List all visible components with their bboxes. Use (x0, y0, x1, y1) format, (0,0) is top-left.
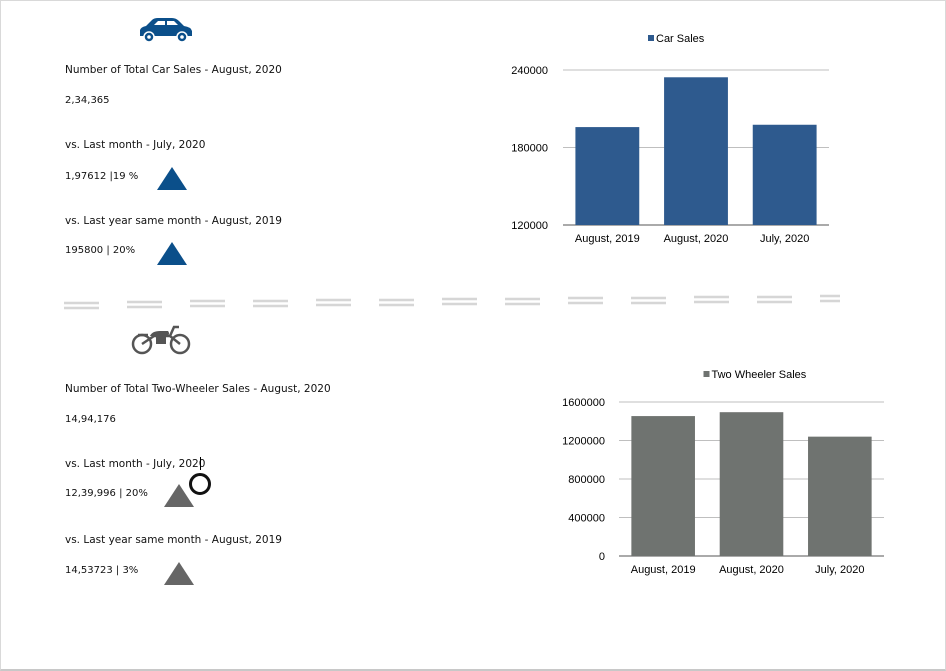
motorcycle-icon (131, 325, 191, 355)
two-wheeler-vs-last-month-label: vs. Last month - July, 2020 (65, 458, 206, 470)
car-vs-last-year-value: 195800 | 20% (65, 245, 136, 256)
two-wheeler-sales-total: 14,94,176 (65, 414, 116, 425)
text-cursor (200, 457, 201, 470)
two-wheeler-sales-title: Number of Total Two-Wheeler Sales - Augu… (65, 383, 331, 395)
two-wheeler-vs-last-month-value: 12,39,996 | 20% (65, 488, 148, 499)
up-triangle-icon (164, 562, 194, 585)
car-sales-title: Number of Total Car Sales - August, 2020 (65, 64, 282, 76)
car-vs-last-month-value: 1,97612 |19 % (65, 171, 139, 182)
car-vs-last-year-label: vs. Last year same month - August, 2019 (65, 215, 282, 227)
car-vs-last-month-label: vs. Last month - July, 2020 (65, 139, 206, 151)
two-wheeler-vs-last-year-value: 14,53723 | 3% (65, 565, 139, 576)
up-triangle-icon (157, 242, 187, 265)
up-triangle-icon (164, 484, 194, 507)
two-wheeler-vs-last-year-label: vs. Last year same month - August, 2019 (65, 534, 282, 546)
road-divider (64, 294, 840, 310)
up-triangle-icon (157, 167, 187, 190)
car-sales-total: 2,34,365 (65, 95, 110, 106)
car-icon (140, 18, 192, 43)
